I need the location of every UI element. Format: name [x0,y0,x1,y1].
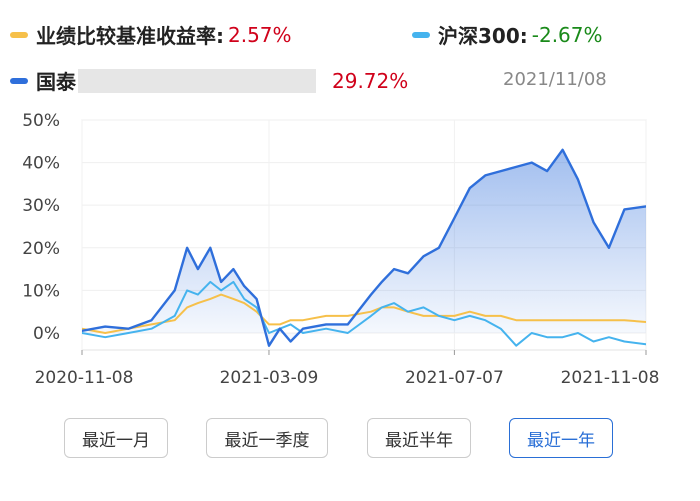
benchmark-value: 2.57% [228,22,292,47]
last-year-button[interactable]: 最近一年 [509,418,613,458]
fund-value: 29.72% [332,68,409,93]
fund-area [82,149,646,346]
line-chart: 50%40%30%20%10%0% 2020-11-08 2021-03-09 20… [22,111,660,388]
x-tick-label: 2021-11-08 [561,368,660,388]
y-tick-label: 50% [22,111,60,131]
hs300-value: -2.67% [531,22,603,47]
last-half-year-button[interactable]: 最近半年 [367,418,471,458]
hs300-line [82,280,646,347]
series-layer [82,148,646,347]
fund-line [82,148,646,347]
chart-date: 2021/11/08 [503,69,607,90]
y-tick-label: 20% [22,239,60,259]
x-tick-label: 2020-11-08 [35,368,134,388]
hs300-swatch [412,31,430,38]
benchmark-label: 业绩比较基准收益率: [36,24,224,48]
benchmark-swatch [10,31,28,38]
fund-label: 国泰 [36,70,76,94]
y-tick-label: 40% [22,154,60,174]
x-tick-label: 2021-07-07 [405,368,504,388]
y-tick-label: 30% [22,196,60,216]
y-tick-label: 10% [22,281,60,301]
y-tick-label: 0% [33,324,60,344]
legend-fund: 国泰 29.72% [10,66,408,95]
last-month-button[interactable]: 最近一月 [64,418,168,458]
legend-hs300: 沪深300: -2.67% [412,20,603,49]
fund-name-redacted-bar [78,68,316,93]
x-tick-label: 2021-03-09 [220,368,319,388]
hs300-label: 沪深300: [438,24,528,48]
legend-benchmark: 业绩比较基准收益率: 2.57% [10,20,292,49]
fund-swatch [10,77,28,84]
y-axis-ticks: 50% 40% 30% 20% 10% 0% [22,111,60,344]
last-quarter-button[interactable]: 最近一季度 [206,418,328,458]
benchmark-line [82,293,646,334]
x-axis-ticks: 2020-11-08 2021-03-09 2021-07-07 2021-11-08 [35,350,660,388]
